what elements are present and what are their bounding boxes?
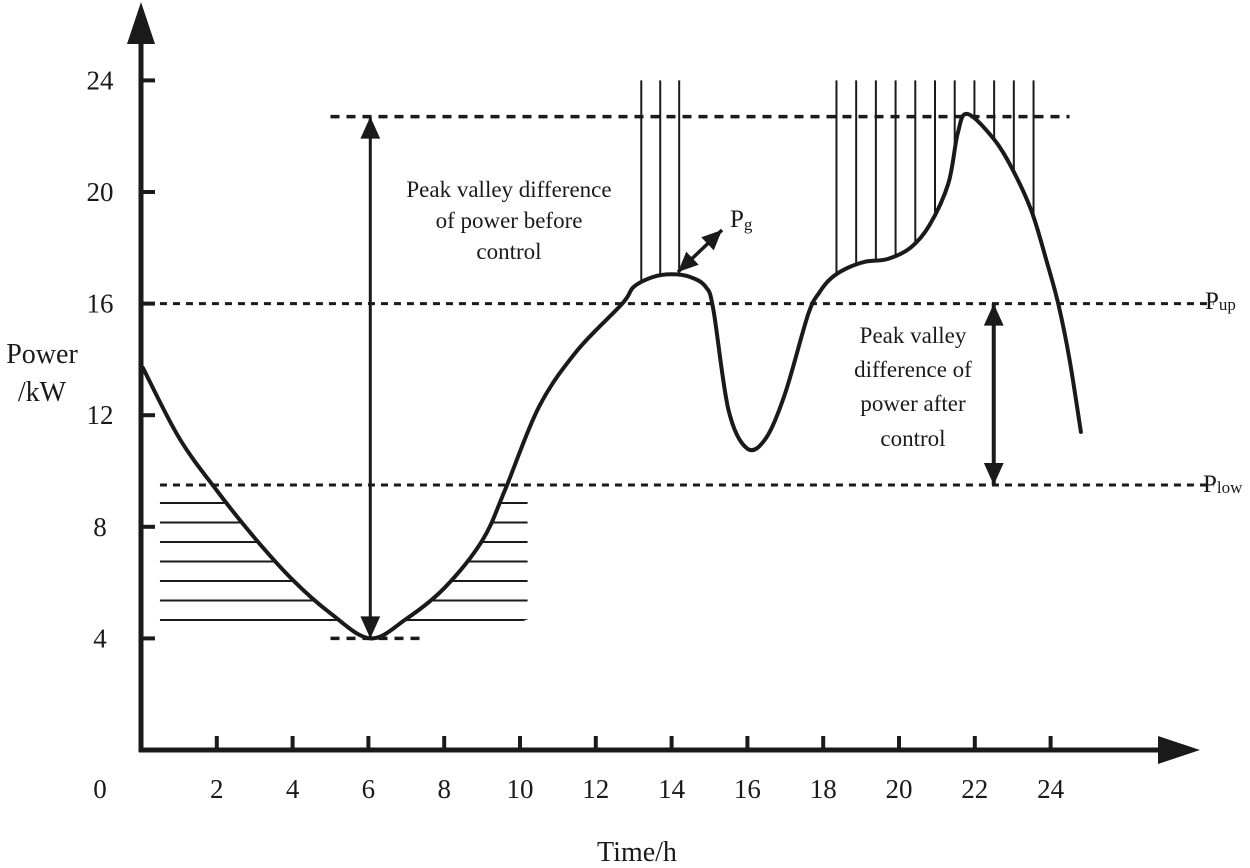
- x-ticks: 2 4 6 8 10 12 14 16 18 20 22 24: [210, 736, 1065, 804]
- y-tick-label: 4: [93, 623, 107, 653]
- p-low-label: Plow: [1203, 471, 1243, 498]
- y-tick-label: 20: [87, 177, 114, 207]
- x-tick-label: 18: [810, 774, 837, 804]
- y-axis-title-line1: Power: [6, 339, 78, 370]
- y-tick-label: 16: [87, 289, 114, 319]
- x-axis-title: Time/h: [597, 837, 677, 868]
- x-tick-label: 4: [286, 774, 300, 804]
- y-tick-label: 12: [87, 400, 114, 430]
- p-up-label: Pup: [1205, 288, 1236, 315]
- load-power-curve: [140, 111, 1083, 641]
- peak-shaving-hatching: [640, 80, 1035, 304]
- x-tick-label: 16: [734, 774, 761, 804]
- x-tick-label: 24: [1037, 774, 1065, 804]
- y-axis-arrowhead: [127, 2, 155, 44]
- x-axis-arrowhead: [1158, 736, 1200, 764]
- before-control-range-arrow: [360, 116, 381, 639]
- annotation-before-line1: Peak valley difference: [406, 177, 611, 202]
- origin-label: 0: [93, 774, 107, 804]
- y-tick-label: 24: [87, 65, 115, 95]
- y-axis-title-line2: /kW: [18, 377, 67, 408]
- x-tick-label: 20: [886, 774, 913, 804]
- y-axis: [127, 2, 155, 752]
- x-tick-label: 8: [437, 774, 451, 804]
- x-tick-label: 10: [507, 774, 534, 804]
- annotation-after-line4: control: [880, 426, 945, 451]
- x-axis: [139, 736, 1200, 764]
- x-tick-label: 22: [961, 774, 988, 804]
- annotation-before-line2: of power before: [436, 208, 583, 233]
- pg-label: Pg: [730, 206, 753, 234]
- annotation-after-line2: difference of: [854, 357, 972, 382]
- annotation-after-line3: power after: [860, 391, 966, 416]
- annotation-after-line1: Peak valley: [860, 323, 967, 348]
- y-tick-label: 8: [93, 512, 107, 542]
- x-tick-label: 14: [658, 774, 686, 804]
- annotation-before-line3: control: [476, 239, 541, 264]
- x-tick-label: 2: [210, 774, 224, 804]
- pg-arrow: [676, 228, 724, 274]
- x-tick-label: 12: [582, 774, 609, 804]
- y-ticks: 4 8 12 16 20 24: [87, 65, 155, 653]
- after-control-range-arrow: [983, 303, 1004, 485]
- x-tick-label: 6: [362, 774, 376, 804]
